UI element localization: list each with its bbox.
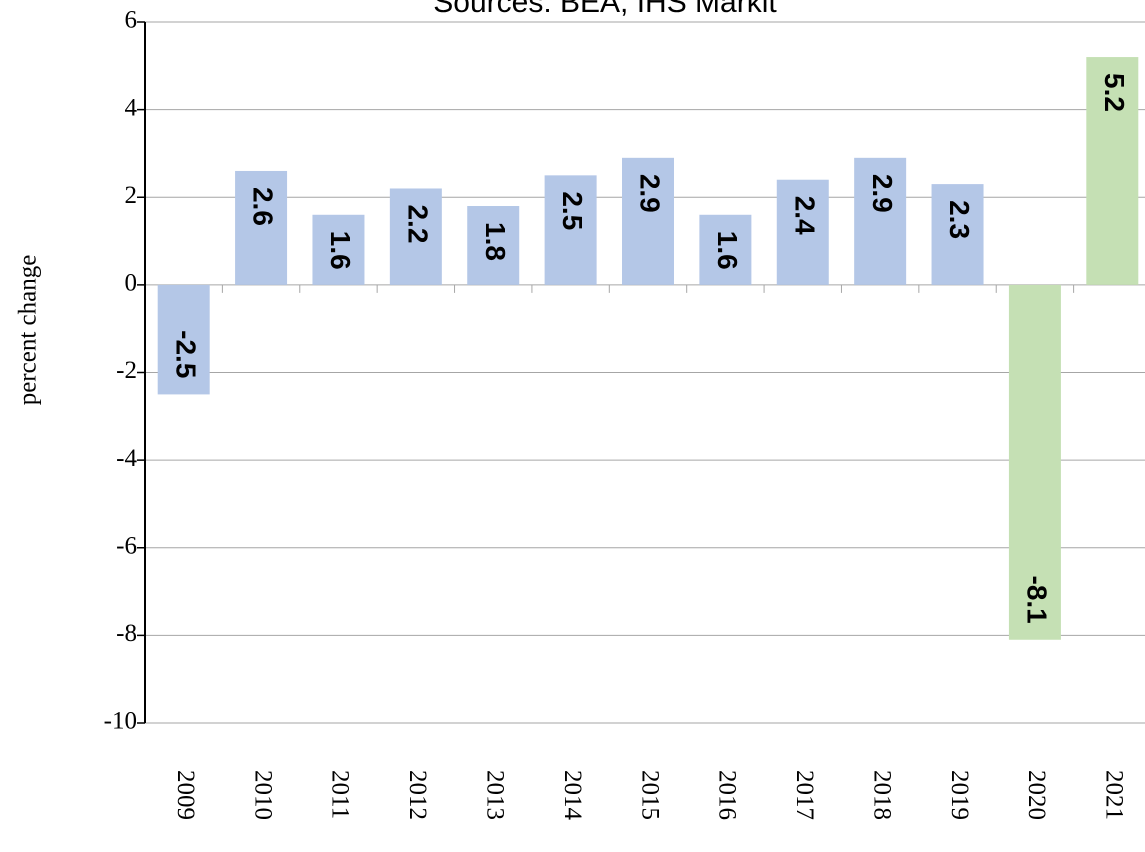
x-tick-label: 2012 bbox=[404, 770, 431, 820]
value-label: 2.6 bbox=[248, 187, 279, 226]
value-label: 2.2 bbox=[402, 204, 433, 243]
bar bbox=[1086, 57, 1139, 285]
value-label: -2.5 bbox=[170, 330, 201, 378]
bar bbox=[389, 188, 442, 285]
value-label: 5.2 bbox=[1099, 73, 1130, 112]
value-label: 2.5 bbox=[557, 191, 588, 230]
x-tick-label: 2010 bbox=[249, 770, 276, 820]
y-tick-label: -4 bbox=[116, 445, 137, 472]
y-tick-label: -8 bbox=[116, 620, 137, 647]
bar bbox=[622, 157, 674, 285]
y-tick-label: 6 bbox=[125, 7, 138, 34]
x-tick-label: 2015 bbox=[636, 770, 663, 820]
bar bbox=[157, 284, 210, 395]
bar bbox=[776, 179, 829, 285]
y-tick-label: -6 bbox=[116, 532, 137, 559]
y-tick-label: 4 bbox=[125, 94, 138, 121]
chart-title: Sources: BEA, IHS Markit bbox=[433, 0, 777, 19]
bar bbox=[1008, 284, 1061, 640]
bar bbox=[854, 157, 907, 285]
x-tick-label: 2019 bbox=[946, 770, 973, 820]
value-label: -8.1 bbox=[1022, 576, 1053, 624]
x-tick-label: 2011 bbox=[327, 770, 354, 819]
y-tick-label: -2 bbox=[116, 357, 137, 384]
y-tick-label: 0 bbox=[125, 270, 138, 297]
bar bbox=[312, 214, 365, 285]
x-tick-label: 2013 bbox=[481, 770, 508, 820]
x-tick-label: 2016 bbox=[714, 770, 741, 820]
y-tick-label: 2 bbox=[125, 182, 138, 209]
x-tick-label: 2009 bbox=[172, 770, 199, 820]
value-label: 2.9 bbox=[867, 174, 898, 213]
bar bbox=[467, 206, 520, 285]
value-label: 2.4 bbox=[789, 196, 820, 235]
value-label: 1.6 bbox=[712, 231, 743, 270]
value-label: 1.8 bbox=[480, 222, 511, 261]
x-tick-label: 2018 bbox=[868, 770, 895, 820]
x-tick-label: 2014 bbox=[559, 770, 586, 821]
bar bbox=[544, 175, 597, 285]
bar bbox=[699, 214, 752, 285]
x-tick-label: 2021 bbox=[1101, 770, 1128, 820]
value-label: 1.6 bbox=[325, 231, 356, 270]
x-tick-label: 2020 bbox=[1023, 770, 1050, 820]
x-tick-label: 2017 bbox=[791, 770, 818, 820]
value-label: 2.3 bbox=[944, 200, 975, 239]
value-label: 2.9 bbox=[635, 174, 666, 213]
bar bbox=[235, 170, 288, 285]
y-axis-label: percent change bbox=[15, 255, 42, 406]
y-tick-label: -10 bbox=[104, 708, 137, 735]
bar bbox=[931, 184, 984, 285]
